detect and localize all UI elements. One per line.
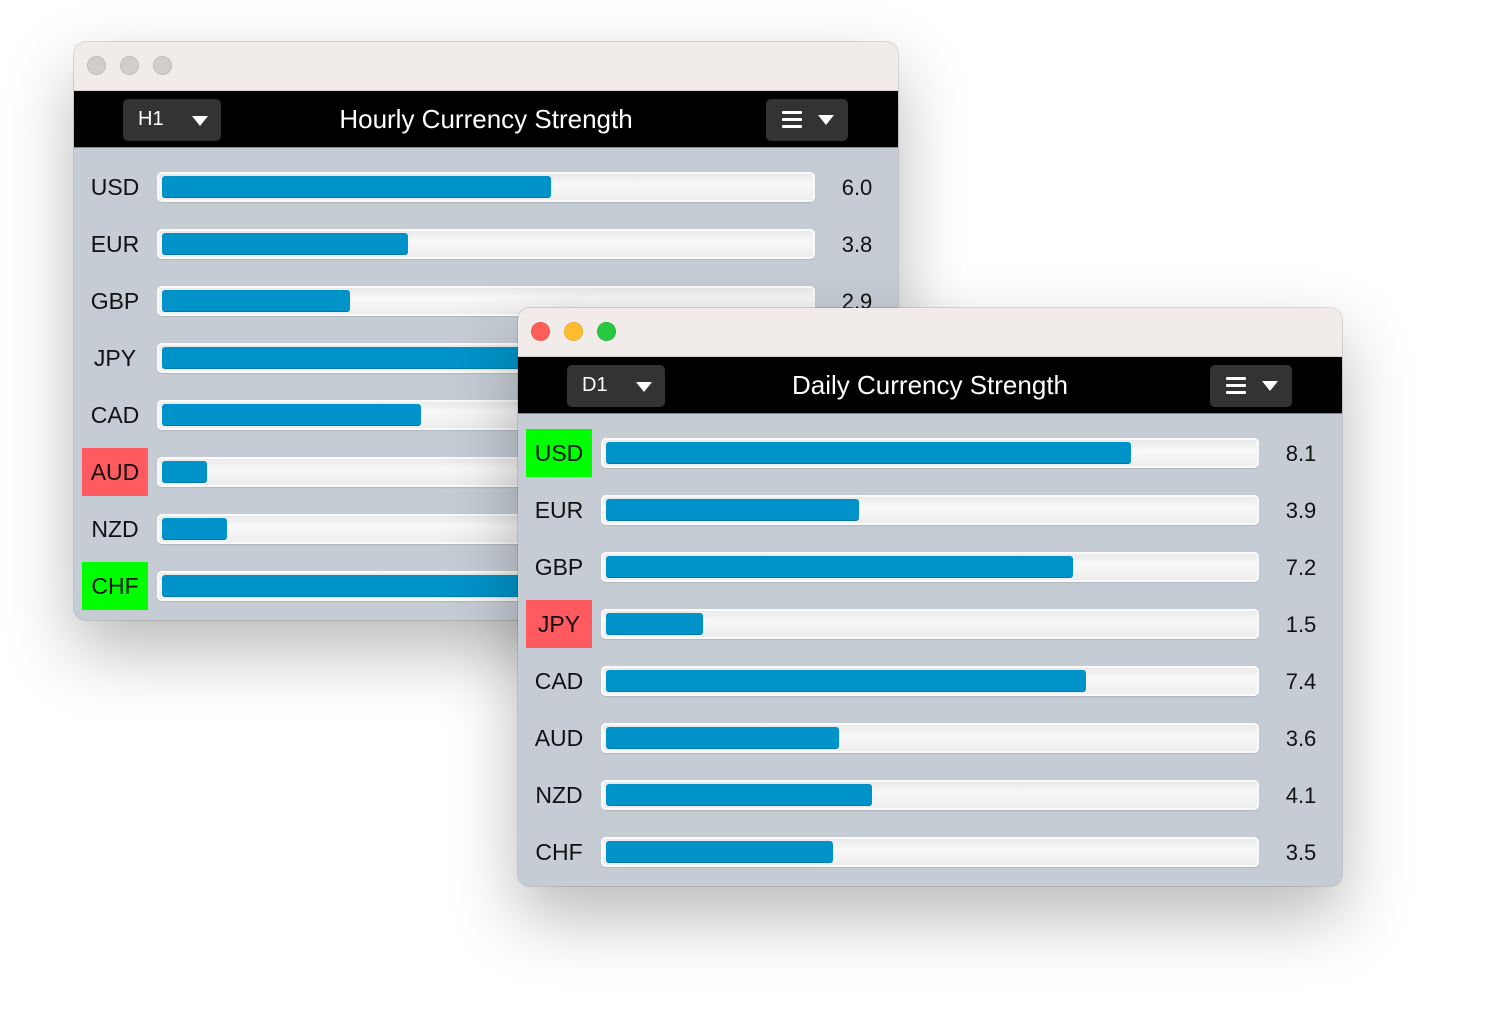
timeframe-dropdown[interactable]: D1 — [567, 365, 665, 407]
strength-bar-fill — [162, 290, 350, 312]
strength-value: 7.4 — [1285, 669, 1317, 694]
timeframe-dropdown[interactable]: H1 — [123, 99, 221, 141]
currency-label: USD — [526, 429, 592, 477]
close-button[interactable] — [87, 56, 106, 75]
strength-bar-track — [601, 552, 1259, 582]
zoom-button[interactable] — [153, 56, 172, 75]
strength-bar-fill — [606, 556, 1073, 578]
strength-bar-fill — [606, 670, 1086, 692]
strength-bar-fill — [606, 727, 840, 749]
strength-bar-fill — [162, 176, 551, 198]
timeframe-label: H1 — [138, 108, 164, 130]
currency-label: EUR — [90, 231, 140, 257]
hamburger-menu-icon — [782, 111, 802, 132]
strength-value: 7.2 — [1285, 555, 1317, 580]
strength-value: 4.1 — [1285, 783, 1317, 808]
chevron-down-icon — [636, 382, 652, 392]
currency-row-chf: CHF 3.5 — [518, 823, 1342, 880]
currency-label: CAD — [534, 668, 584, 694]
currency-row-eur: EUR 3.8 — [74, 215, 898, 272]
header: H1 Hourly Currency Strength — [74, 91, 898, 148]
currency-label: JPY — [93, 345, 137, 371]
strength-bar-fill — [606, 613, 704, 635]
currency-label: AUD — [82, 448, 148, 496]
strength-value: 8.1 — [1285, 441, 1317, 466]
timeframe-label: D1 — [582, 374, 608, 396]
chevron-down-icon — [192, 116, 208, 126]
strength-bar-fill — [162, 518, 227, 540]
currency-row-eur: EUR 3.9 — [518, 481, 1342, 538]
strength-bar-track — [157, 229, 815, 259]
strength-bar-track — [601, 723, 1259, 753]
currency-row-gbp: GBP 7.2 — [518, 538, 1342, 595]
strength-bar-track — [601, 609, 1259, 639]
currency-row-cad: CAD 7.4 — [518, 652, 1342, 709]
menu-button[interactable] — [1210, 365, 1292, 407]
currency-label: NZD — [535, 782, 583, 808]
currency-label: NZD — [91, 516, 139, 542]
currency-row-usd: USD 8.1 — [518, 424, 1342, 481]
strength-value: 3.8 — [841, 232, 873, 257]
currency-row-usd: USD 6.0 — [74, 158, 898, 215]
strength-bar-fill — [162, 404, 422, 426]
strength-value: 3.9 — [1285, 498, 1317, 523]
currency-row-aud: AUD 3.6 — [518, 709, 1342, 766]
window-title: Hourly Currency Strength — [339, 104, 633, 134]
strength-value: 1.5 — [1285, 612, 1317, 637]
currency-label: JPY — [526, 600, 592, 648]
chevron-down-icon — [818, 115, 834, 125]
title-bar[interactable] — [74, 42, 898, 91]
currency-label: GBP — [534, 554, 584, 580]
strength-bar-fill — [162, 347, 584, 369]
chevron-down-icon — [1262, 381, 1278, 391]
currency-label: EUR — [534, 497, 584, 523]
currency-label: USD — [90, 174, 140, 200]
currency-label: GBP — [90, 288, 140, 314]
currency-label: AUD — [534, 725, 584, 751]
currency-label: CHF — [535, 839, 583, 865]
strength-bar-fill — [606, 784, 872, 806]
currency-row-jpy: JPY 1.5 — [518, 595, 1342, 652]
menu-button[interactable] — [766, 99, 848, 141]
strength-value: 6.0 — [841, 175, 873, 200]
daily-window: D1 Daily Currency Strength USD 8.1 EUR 3.9 G… — [518, 308, 1342, 886]
strength-value: 3.6 — [1285, 726, 1317, 751]
currency-label: CAD — [90, 402, 140, 428]
strength-bar-track — [601, 438, 1259, 468]
strength-bar-fill — [606, 841, 833, 863]
strength-bar-fill — [606, 442, 1131, 464]
hamburger-menu-icon — [1226, 377, 1246, 398]
strength-bar-track — [601, 780, 1259, 810]
minimize-button[interactable] — [120, 56, 139, 75]
strength-bar-track — [157, 172, 815, 202]
strength-value: 3.5 — [1285, 840, 1317, 865]
window-title: Daily Currency Strength — [792, 370, 1068, 400]
minimize-button[interactable] — [564, 322, 583, 341]
strength-bar-track — [601, 495, 1259, 525]
close-button[interactable] — [531, 322, 550, 341]
currency-row-nzd: NZD 4.1 — [518, 766, 1342, 823]
strength-bar-fill — [606, 499, 859, 521]
zoom-button[interactable] — [597, 322, 616, 341]
strength-bar-fill — [162, 461, 208, 483]
strength-bar-track — [601, 666, 1259, 696]
strength-bar-fill — [162, 233, 409, 255]
strength-bar-track — [601, 837, 1259, 867]
strength-bar-fill — [162, 575, 616, 597]
header: D1 Daily Currency Strength — [518, 357, 1342, 414]
title-bar[interactable] — [518, 308, 1342, 357]
currency-label: CHF — [82, 562, 148, 610]
